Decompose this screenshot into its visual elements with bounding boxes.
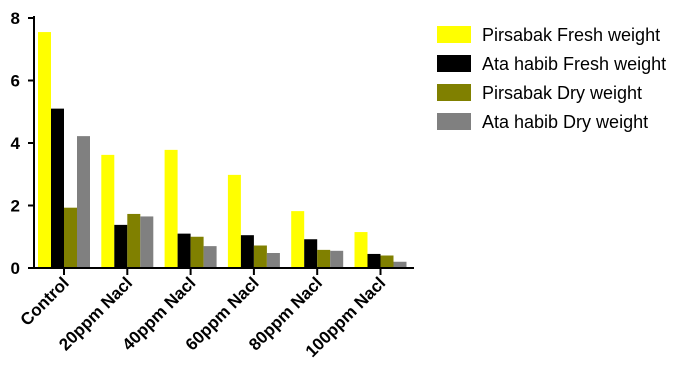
bar-1-1 xyxy=(114,224,128,268)
bars-group xyxy=(38,32,407,268)
axes-group xyxy=(33,16,414,269)
y-tick-label: 0 xyxy=(11,259,20,278)
bar-0-3 xyxy=(227,174,241,268)
bar-2-2 xyxy=(190,236,204,268)
bar-0-4 xyxy=(291,211,305,268)
bar-3-3 xyxy=(266,253,280,268)
bar-2-1 xyxy=(127,213,141,268)
bar-2-0 xyxy=(64,207,77,268)
legend-swatch xyxy=(437,113,471,130)
bar-3-5 xyxy=(393,261,407,268)
legend-swatch xyxy=(437,26,471,43)
bar-1-2 xyxy=(177,233,191,268)
bar-1-5 xyxy=(367,253,381,268)
legend-label: Pirsabak Dry weight xyxy=(482,83,642,103)
bar-1-3 xyxy=(240,235,254,268)
bar-3-2 xyxy=(203,246,217,268)
bar-2-4 xyxy=(317,249,331,268)
legend: Pirsabak Fresh weight Ata habib Fresh wei… xyxy=(437,25,666,132)
y-tick-label: 8 xyxy=(11,9,20,28)
y-tick-label: 6 xyxy=(11,72,20,91)
bar-3-4 xyxy=(330,250,344,268)
bar-1-0 xyxy=(51,108,64,268)
legend-swatch xyxy=(437,55,471,72)
bar-0-0 xyxy=(38,32,51,268)
bar-0-1 xyxy=(101,154,115,268)
legend-label: Ata habib Fresh weight xyxy=(482,54,666,74)
bar-1-4 xyxy=(304,239,318,268)
bar-2-5 xyxy=(380,255,394,268)
bar-3-0 xyxy=(77,136,90,268)
legend-label: Pirsabak Fresh weight xyxy=(482,25,660,45)
legend-swatch xyxy=(437,84,471,101)
bar-3-1 xyxy=(140,216,154,268)
legend-label: Ata habib Dry weight xyxy=(482,112,648,132)
bar-2-3 xyxy=(253,245,267,268)
y-tick-label: 2 xyxy=(11,197,20,216)
y-ticks-group: 0 2 4 6 8 xyxy=(11,9,34,278)
bar-0-2 xyxy=(164,149,178,268)
x-category-label: Control xyxy=(17,273,73,329)
bar-0-5 xyxy=(354,232,368,268)
y-tick-label: 4 xyxy=(11,134,21,153)
